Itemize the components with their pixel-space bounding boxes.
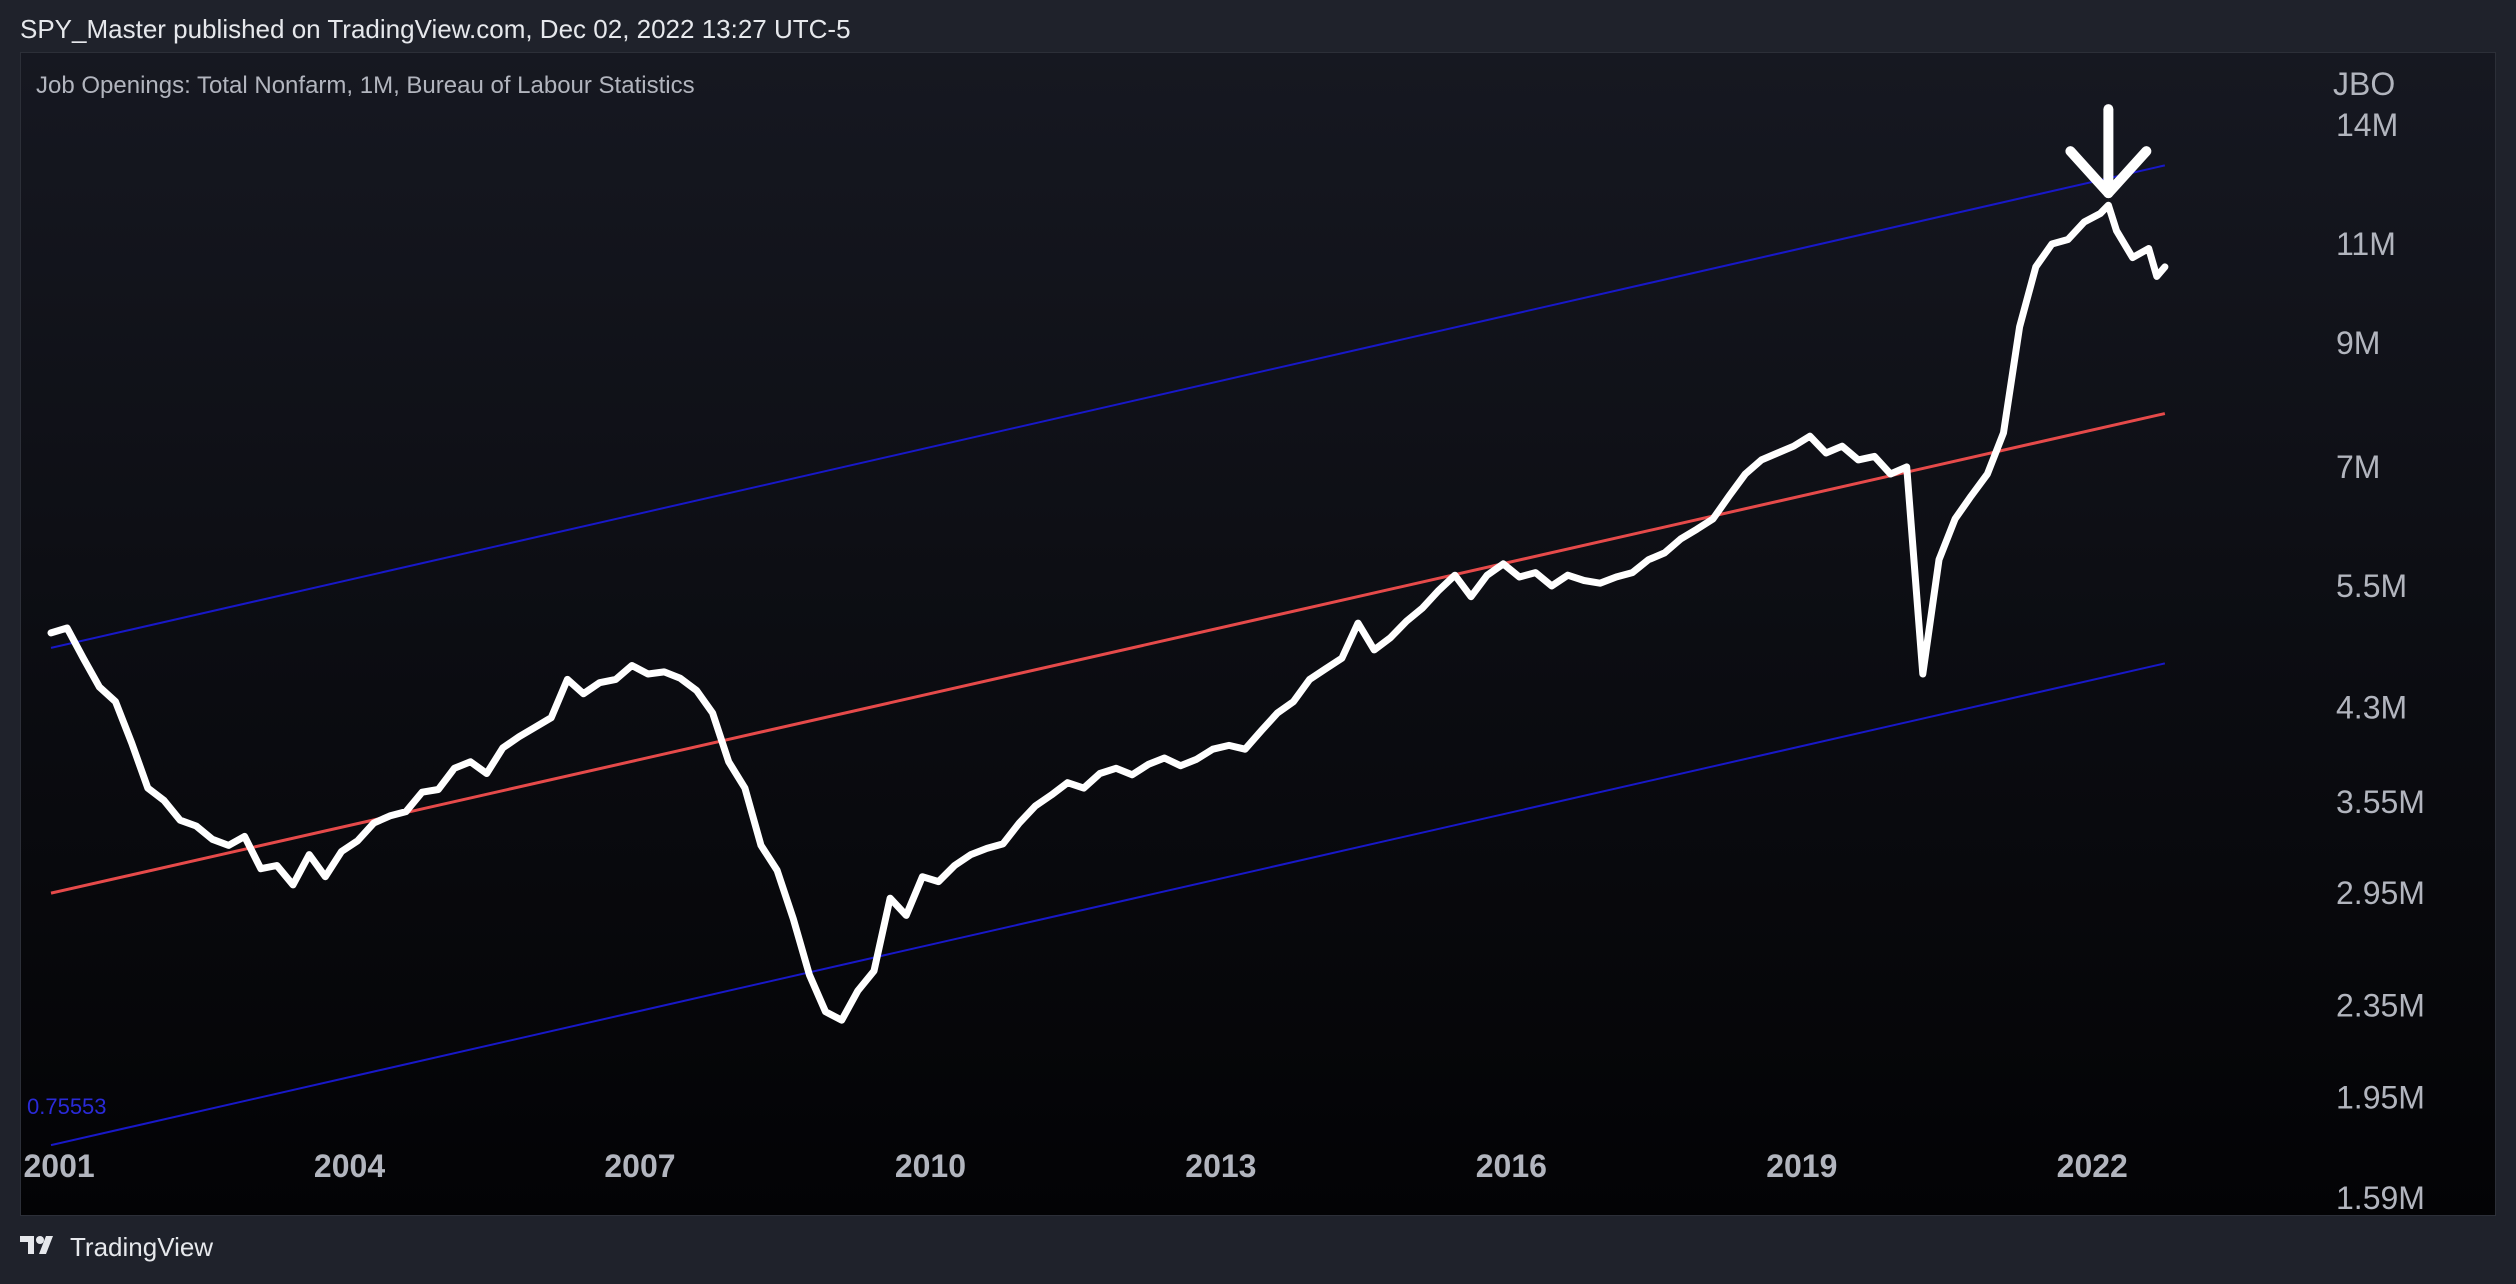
- regression-line: [50, 412, 2166, 895]
- arrow-down-head: [2065, 146, 2152, 199]
- channel-layer: [50, 164, 2166, 1147]
- y-tick-label: 2.95M: [2336, 875, 2425, 911]
- y-tick-label: 1.59M: [2336, 1180, 2425, 1216]
- symbol-label: JBO: [2333, 66, 2395, 102]
- y-tick-label: 11M: [2336, 226, 2396, 262]
- x-tick-label: 2019: [1766, 1148, 1837, 1184]
- series-line: [47, 201, 2169, 1024]
- y-tick-label: 7M: [2336, 449, 2380, 485]
- y-tick-label: 1.95M: [2336, 1079, 2425, 1115]
- chart-panel[interactable]: Job Openings: Total Nonfarm, 1M, Bureau …: [20, 52, 2496, 1216]
- x-axis[interactable]: 2001 2004 2007 2010 2013 2016 2019 2022: [23, 1148, 2127, 1184]
- footer: TradingView: [20, 1232, 213, 1263]
- series-layer: [47, 201, 2169, 1024]
- chart-title: Job Openings: Total Nonfarm, 1M, Bureau …: [36, 72, 695, 99]
- y-tick-label: 9M: [2336, 325, 2380, 361]
- x-tick-label: 2013: [1185, 1148, 1256, 1184]
- x-tick-label: 2004: [314, 1148, 385, 1184]
- tradingview-logo-icon[interactable]: [20, 1232, 60, 1263]
- tradingview-brand-label[interactable]: TradingView: [70, 1232, 214, 1262]
- y-tick-label: 4.3M: [2336, 689, 2407, 725]
- x-tick-label: 2010: [895, 1148, 966, 1184]
- x-tick-label: 2016: [1476, 1148, 1547, 1184]
- x-tick-label: 2007: [604, 1148, 675, 1184]
- x-tick-label: 2022: [2057, 1148, 2128, 1184]
- lower-bound-label: 0.75553: [27, 1094, 107, 1119]
- upper-channel-line: [50, 164, 2166, 649]
- x-tick-label: 2001: [23, 1148, 94, 1184]
- lower-channel-line: [50, 662, 2166, 1147]
- chart-canvas[interactable]: Job Openings: Total Nonfarm, 1M, Bureau …: [21, 53, 2497, 1217]
- y-tick-label: 14M: [2336, 107, 2398, 143]
- y-axis[interactable]: 14M 11M 9M 7M 5.5M 4.3M 3.55M 2.95M 2.35M 1.95M 1.…: [2336, 107, 2425, 1216]
- y-tick-label: 5.5M: [2336, 568, 2407, 604]
- annotation-layer: [2065, 104, 2152, 199]
- publisher-line: SPY_Master published on TradingView.com,…: [20, 14, 851, 44]
- y-tick-label: 2.35M: [2336, 987, 2425, 1023]
- y-tick-label: 3.55M: [2336, 784, 2425, 820]
